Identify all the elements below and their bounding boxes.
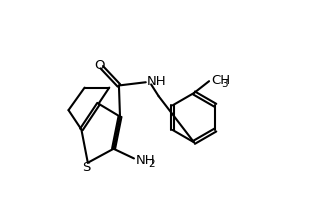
- Text: O: O: [94, 59, 104, 71]
- Text: 2: 2: [148, 159, 154, 169]
- Text: NH: NH: [147, 75, 166, 88]
- Text: NH: NH: [136, 154, 156, 167]
- Text: S: S: [83, 161, 91, 174]
- Text: 3: 3: [221, 79, 228, 89]
- Text: CH: CH: [211, 74, 230, 87]
